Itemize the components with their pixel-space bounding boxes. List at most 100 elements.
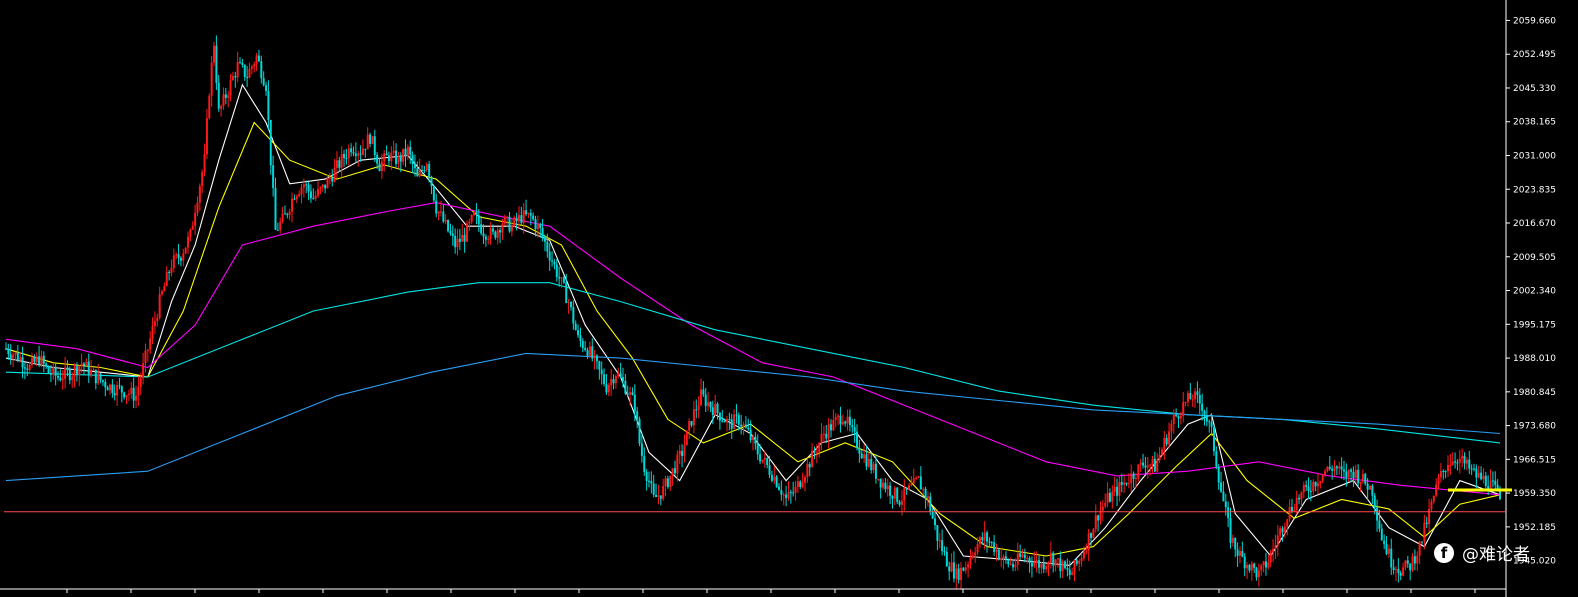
candle-body <box>1347 469 1350 478</box>
candle-body <box>853 427 856 432</box>
candle-body <box>893 487 896 499</box>
candle-body <box>1404 560 1407 568</box>
candle-body <box>1274 545 1277 549</box>
candle-body <box>267 91 270 120</box>
candle-body <box>101 380 104 382</box>
price-tick-label: 1988.010 <box>1513 354 1556 364</box>
candle-body <box>61 378 64 381</box>
candle-body <box>778 486 781 491</box>
candle-body <box>508 216 511 232</box>
candle-body <box>957 568 960 581</box>
candle-body <box>879 478 882 488</box>
candle-body <box>5 348 7 350</box>
candle-body <box>1127 483 1130 485</box>
candle-body <box>1387 548 1390 554</box>
candle-body <box>317 188 320 196</box>
candle-body <box>697 405 700 410</box>
candle-body <box>806 464 809 478</box>
candle-body <box>1205 415 1208 422</box>
candle-body <box>903 487 906 501</box>
candle-body <box>830 424 833 431</box>
candle-body <box>1175 415 1178 417</box>
candle-body <box>272 165 275 189</box>
candle-body <box>952 562 955 579</box>
candle-body <box>1208 421 1211 423</box>
candle-body <box>595 355 598 362</box>
time-axis <box>0 588 1506 593</box>
candle-body <box>257 55 260 62</box>
candle-body <box>1075 560 1078 564</box>
candle-body <box>1477 472 1480 478</box>
candle-body <box>624 380 627 394</box>
candle-body <box>1231 537 1234 543</box>
candle-body <box>57 375 60 378</box>
candle-body <box>236 62 239 78</box>
candle-body <box>792 492 795 494</box>
candle-body <box>75 366 78 375</box>
candle-body <box>943 551 946 553</box>
candle-body <box>132 387 135 401</box>
candle-body <box>1163 438 1166 450</box>
candle-body <box>283 213 286 215</box>
candle-body <box>1260 565 1263 571</box>
candle-body <box>153 321 156 327</box>
candle-body <box>733 414 736 429</box>
candle-body <box>815 452 818 454</box>
candle-body <box>851 425 854 428</box>
candle-body <box>45 363 48 367</box>
candle-body <box>243 64 246 77</box>
candle-body <box>1066 568 1069 570</box>
candle-body <box>1357 469 1360 484</box>
candle-body <box>120 386 123 393</box>
candle-body <box>870 458 873 471</box>
candle-body <box>1293 510 1296 512</box>
candle-body <box>404 148 407 156</box>
candle-body <box>898 501 901 505</box>
candle-body <box>752 436 754 440</box>
candle-body <box>1153 458 1156 472</box>
candle-body <box>345 157 348 159</box>
candle-body <box>123 392 126 398</box>
candle-body <box>1458 458 1461 463</box>
candle-body <box>787 492 790 499</box>
candle-body <box>383 153 386 162</box>
candle-body <box>515 217 518 222</box>
candle-body <box>1482 475 1485 480</box>
candle-body <box>357 153 360 156</box>
candle-body <box>1220 482 1223 492</box>
candle-body <box>1229 518 1232 543</box>
candle-body <box>116 385 119 396</box>
candle-body <box>475 212 478 216</box>
candle-body <box>90 369 93 376</box>
candle-body <box>690 421 693 426</box>
candle-body <box>1326 466 1329 472</box>
candle-body <box>220 105 223 109</box>
candle-body <box>340 154 343 168</box>
candle-body <box>288 211 291 215</box>
candle-body <box>1345 471 1348 478</box>
candle-body <box>591 346 594 359</box>
candle-body <box>402 148 405 162</box>
candle-body <box>747 427 750 430</box>
candles <box>5 35 1501 590</box>
candle-body <box>669 475 672 488</box>
candle-body <box>421 170 424 172</box>
candle-body <box>1333 466 1336 471</box>
candle-body <box>68 370 71 381</box>
candle-body <box>529 212 532 216</box>
candle-body <box>439 211 442 213</box>
candle-body <box>321 184 324 188</box>
candle-body <box>678 450 681 455</box>
candle-body <box>1238 551 1241 556</box>
candle-body <box>125 394 128 398</box>
candle-body <box>848 416 851 426</box>
candle-body <box>619 373 622 378</box>
candle-body <box>1361 473 1364 482</box>
candle-body <box>721 420 724 422</box>
candle-body <box>633 394 636 412</box>
candle-body <box>1324 471 1327 475</box>
candle-body <box>978 537 981 545</box>
candle-body <box>900 500 903 505</box>
candle-body <box>1134 478 1137 480</box>
candle-body <box>884 482 887 490</box>
